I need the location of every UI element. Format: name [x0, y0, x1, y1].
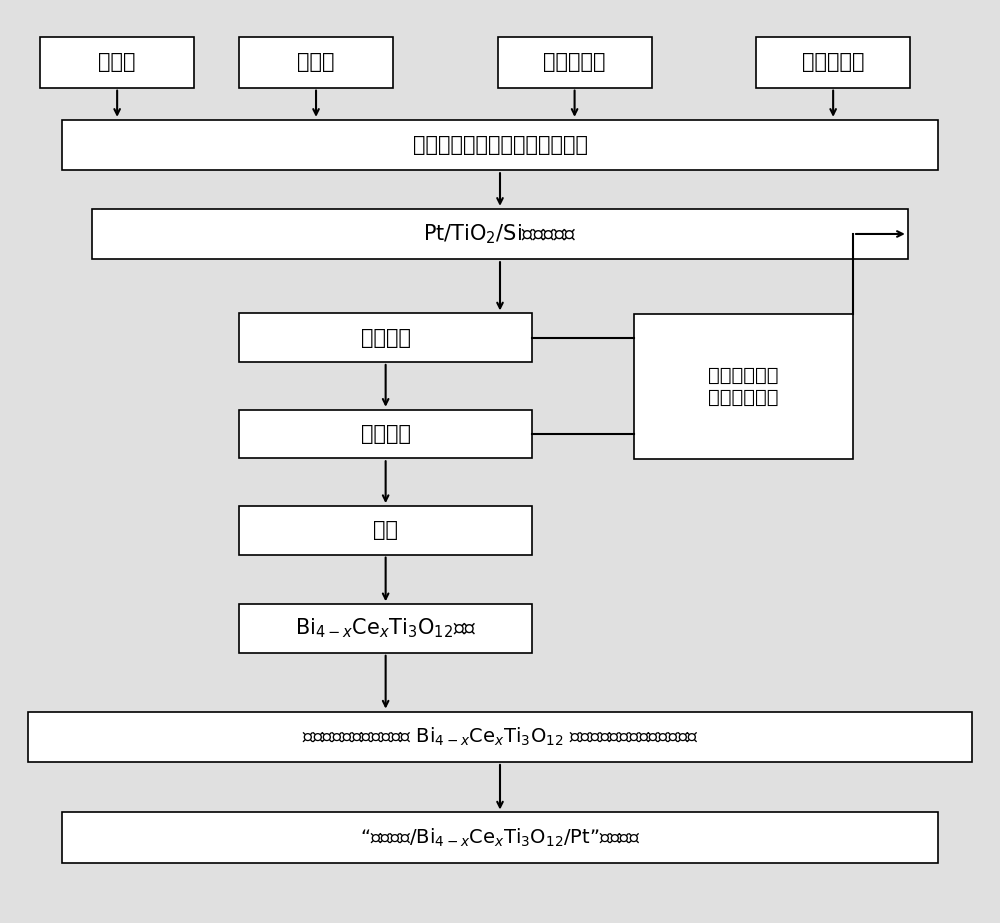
- Bar: [40, 37, 194, 88]
- Text: 磁力搅拌，获得一定浓度的溶胶: 磁力搅拌，获得一定浓度的溶胶: [413, 135, 588, 155]
- Text: 根据所需厚度
重复不同次数: 根据所需厚度 重复不同次数: [708, 366, 779, 407]
- Text: 硝酸铋: 硝酸铋: [98, 53, 136, 72]
- Bar: [498, 37, 652, 88]
- Bar: [239, 37, 393, 88]
- Bar: [62, 120, 938, 170]
- Text: 预热处理: 预热处理: [361, 424, 411, 444]
- Text: 退火: 退火: [373, 521, 398, 540]
- Text: 采用直流磁控溅射工艺在 Bi$_{4-x}$Ce$_x$Ti$_3$O$_{12}$ 薄膜表面制备金属薄膜上电极: 采用直流磁控溅射工艺在 Bi$_{4-x}$Ce$_x$Ti$_3$O$_{12…: [302, 725, 698, 748]
- Text: 氧化铈: 氧化铈: [297, 53, 335, 72]
- Bar: [239, 506, 532, 555]
- Bar: [92, 209, 908, 259]
- Text: 钛酸四丁酯: 钛酸四丁酯: [543, 53, 606, 72]
- Bar: [62, 812, 938, 863]
- Text: 旋涂匀胶: 旋涂匀胶: [361, 328, 411, 348]
- Text: “金属薄膜/Bi$_{4-x}$Ce$_x$Ti$_3$O$_{12}$/Pt”阻变电容: “金属薄膜/Bi$_{4-x}$Ce$_x$Ti$_3$O$_{12}$/Pt”…: [360, 826, 640, 849]
- Bar: [239, 313, 532, 362]
- Text: Bi$_{4-x}$Ce$_x$Ti$_3$O$_{12}$薄膜: Bi$_{4-x}$Ce$_x$Ti$_3$O$_{12}$薄膜: [295, 617, 476, 641]
- Text: Pt/TiO$_2$/Si衬底的清洗: Pt/TiO$_2$/Si衬底的清洗: [423, 222, 577, 246]
- Bar: [756, 37, 910, 88]
- Text: 乙二醇甲醚: 乙二醇甲醚: [802, 53, 864, 72]
- Bar: [634, 314, 853, 459]
- Bar: [28, 712, 972, 762]
- Bar: [239, 410, 532, 459]
- Bar: [239, 605, 532, 653]
